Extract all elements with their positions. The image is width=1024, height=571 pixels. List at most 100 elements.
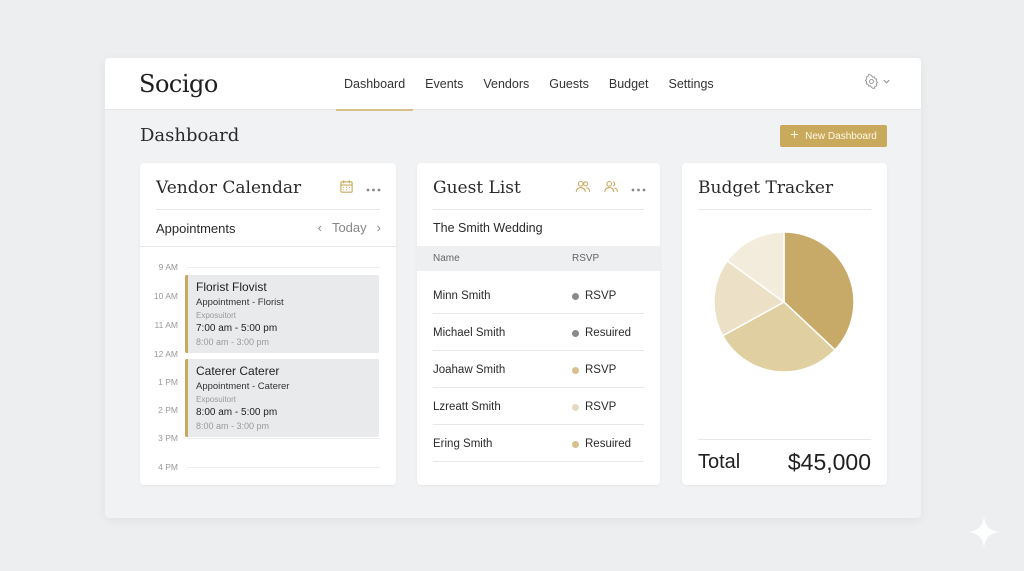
main-nav: Dashboard Events Vendors Guests Budget S… [334, 58, 724, 111]
hour-label: 9 AM [158, 262, 178, 272]
more-icon[interactable] [366, 180, 381, 198]
guest-name: Michael Smith [433, 327, 506, 339]
day-navigator: ‹ Today › [318, 220, 381, 235]
nav-settings[interactable]: Settings [668, 77, 714, 91]
vendor-calendar-card: Vendor Calendar Appointments ‹ Today › 9… [140, 163, 396, 485]
appointment-location: Exposuitort [196, 311, 237, 320]
appointment-subtitle: Appointment - Florist [196, 297, 284, 308]
table-row[interactable]: Minn Smith RSVP [433, 277, 644, 314]
users-alt-icon[interactable] [603, 179, 619, 199]
pie-slice-3[interactable] [713, 259, 786, 337]
app-logo[interactable]: Socigo [139, 70, 218, 98]
appointment-florist[interactable]: Florist Flovist Appointment - Florist Ex… [185, 275, 379, 353]
appointment-time: 8:00 am - 5:00 pm [196, 407, 278, 418]
pie-slice-4[interactable] [726, 231, 785, 304]
status-dot [572, 292, 579, 300]
table-row[interactable]: Michael Smith Resuired [433, 314, 644, 351]
users-icon[interactable] [575, 179, 591, 199]
guest-list-title: Guest List [433, 178, 521, 198]
rsvp-label: RSVP [585, 401, 617, 413]
table-header: Name RSVP [417, 246, 660, 271]
pie-slice-2[interactable] [721, 301, 837, 373]
appointments-heading: Appointments [156, 221, 236, 236]
more-icon[interactable] [631, 180, 646, 198]
divider [156, 209, 380, 210]
hour-label: 10 AM [153, 291, 178, 301]
status-dot [572, 366, 579, 374]
guest-list-card: Guest List The Smith Wedding Name [417, 163, 660, 485]
guest-name: Joahaw Smith [433, 364, 506, 376]
budget-pie-chart [713, 231, 855, 373]
divider [140, 246, 396, 247]
hour-label: 11 AM [154, 320, 178, 330]
chevron-left-icon[interactable]: ‹ [317, 220, 322, 235]
status-dot [572, 329, 579, 337]
status-dot [572, 403, 579, 411]
rsvp-status: RSVP [572, 364, 616, 376]
budget-tracker-card: Budget Tracker Total $45,000 [682, 163, 887, 485]
divider [698, 439, 871, 440]
table-row[interactable]: Ering Smith Resuired [433, 425, 644, 462]
vendor-calendar-actions [339, 179, 381, 199]
hour-line [187, 467, 380, 468]
event-name: The Smith Wedding [433, 221, 543, 235]
divider [698, 209, 871, 210]
budget-tracker-title: Budget Tracker [698, 178, 834, 198]
hour-label: 3 PM [158, 433, 178, 443]
rsvp-status: RSVP [572, 290, 616, 302]
hour-line [187, 438, 380, 439]
appointment-title: Florist Flovist [196, 280, 267, 294]
appointment-caterer[interactable]: Caterer Caterer Appointment - Caterer Ex… [185, 359, 379, 437]
rsvp-label: RSVP [585, 364, 617, 376]
rsvp-status: RSVP [572, 401, 616, 413]
rsvp-status: Resuired [572, 327, 631, 339]
nav-dashboard[interactable]: Dashboard [334, 58, 415, 111]
plus-icon [790, 130, 799, 142]
pie-slice-1[interactable] [783, 231, 855, 351]
appointment-time-alt: 8:00 am - 3:00 pm [196, 421, 270, 431]
gear-icon [864, 74, 879, 89]
rsvp-label: RSVP [585, 290, 617, 302]
nav-vendors[interactable]: Vendors [483, 77, 530, 91]
new-dashboard-button[interactable]: New Dashboard [780, 125, 887, 147]
appointment-title: Caterer Caterer [196, 364, 280, 378]
chevron-down-icon [882, 77, 891, 86]
column-header-name[interactable]: Name [433, 253, 460, 264]
guest-name: Ering Smith [433, 438, 493, 450]
divider [433, 209, 644, 210]
guest-list-actions [575, 179, 646, 199]
rsvp-label: Resuired [585, 327, 632, 339]
status-dot [572, 440, 579, 448]
chevron-right-icon[interactable]: › [376, 220, 381, 235]
sparkle-icon [968, 516, 1000, 548]
guest-name: Lzreatt Smith [433, 401, 501, 413]
hour-label: 4 PM [158, 462, 178, 472]
rsvp-status: Resuired [572, 438, 631, 450]
app-window: Socigo Dashboard Events Vendors Guests B… [105, 58, 921, 518]
nav-events[interactable]: Events [425, 77, 464, 91]
calendar-icon[interactable] [339, 179, 354, 199]
hour-label: 12 AM [153, 349, 178, 359]
guest-name: Minn Smith [433, 290, 491, 302]
hour-line [187, 267, 380, 268]
appointment-subtitle: Appointment - Caterer [196, 381, 290, 392]
nav-budget[interactable]: Budget [608, 77, 649, 91]
rsvp-label: Resuired [585, 438, 632, 450]
new-dashboard-label: New Dashboard [805, 130, 877, 142]
appointment-time: 7:00 am - 5:00 pm [196, 323, 278, 334]
hour-label: 1 PM [158, 377, 178, 387]
table-row[interactable]: Joahaw Smith RSVP [433, 351, 644, 388]
page-title: Dashboard [140, 125, 240, 146]
hour-label: 2 PM [158, 405, 178, 415]
vendor-calendar-title: Vendor Calendar [156, 178, 302, 198]
total-value: $45,000 [787, 449, 871, 475]
appointment-location: Exposuitort [196, 395, 237, 404]
today-button[interactable]: Today [331, 220, 367, 235]
settings-menu[interactable] [864, 74, 891, 89]
top-bar: Socigo Dashboard Events Vendors Guests B… [105, 58, 921, 111]
total-label: Total [698, 451, 741, 473]
column-header-rsvp[interactable]: RSVP [572, 253, 600, 264]
appointment-time-alt: 8:00 am - 3:00 pm [196, 337, 270, 347]
nav-guests[interactable]: Guests [549, 77, 589, 91]
table-row[interactable]: Lzreatt Smith RSVP [433, 388, 644, 425]
